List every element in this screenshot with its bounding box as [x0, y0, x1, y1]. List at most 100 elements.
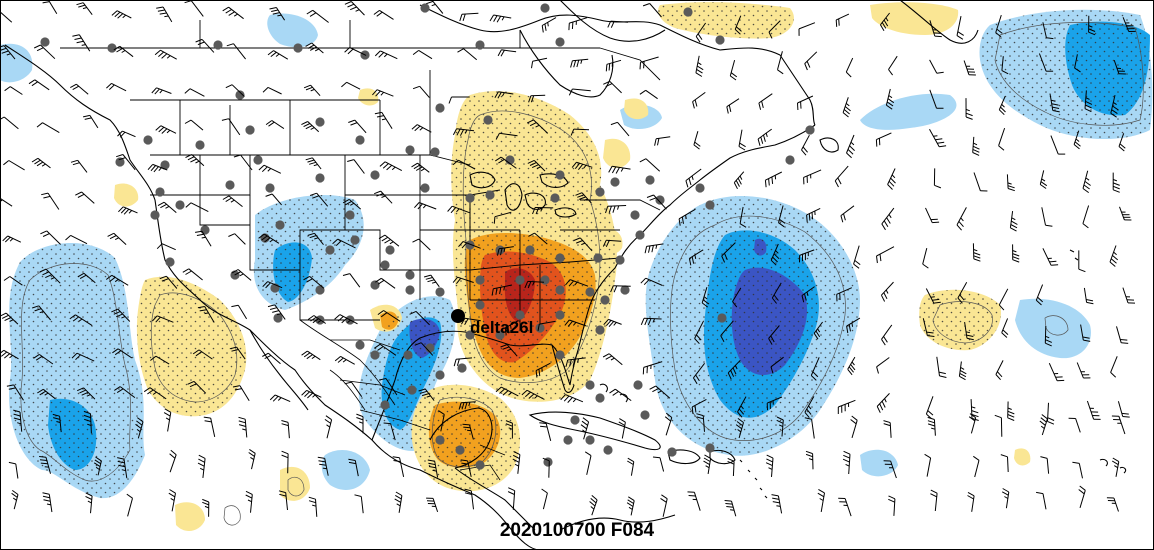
wind-barb: [846, 134, 855, 159]
wind-barb: [925, 288, 941, 304]
wind-barb: [33, 353, 54, 365]
wind-barb: [605, 59, 622, 72]
wind-barb: [229, 346, 246, 360]
station-dot: [555, 310, 565, 320]
wind-barb: [967, 491, 975, 512]
station-dots: [40, 3, 815, 470]
wind-barb: [65, 234, 88, 245]
wind-barb: [605, 205, 627, 214]
wind-barb: [497, 246, 514, 256]
wind-barb: [610, 121, 630, 137]
station-dot: [515, 275, 525, 285]
wind-barb: [929, 129, 947, 148]
wind-barb: [1088, 15, 1096, 36]
wind-barb: [411, 162, 430, 173]
wind-barb: [354, 494, 364, 514]
wind-barb: [37, 388, 56, 400]
wind-barb: [258, 164, 282, 174]
wind-barb: [535, 362, 551, 378]
wind-barb: [654, 136, 671, 146]
wind-barb: [1050, 135, 1066, 155]
station-dot: [430, 147, 440, 157]
wind-barb: [1000, 454, 1009, 473]
wind-barb: [837, 399, 856, 414]
wind-barb: [373, 9, 394, 20]
west-coastline: [4, 44, 541, 550]
wind-barb: [69, 314, 93, 326]
wind-barb: [307, 315, 326, 324]
wind-barb: [1084, 90, 1093, 113]
wind-barb: [570, 128, 590, 136]
wind-barb: [159, 275, 178, 289]
wind-barb: [1009, 211, 1018, 232]
gulf-coastline: [371, 124, 816, 441]
wind-barb: [150, 355, 170, 365]
wind-barb: [640, 317, 662, 326]
wind-barb: [930, 489, 938, 512]
wind-barb: [1078, 250, 1086, 273]
station-dot: [315, 117, 325, 127]
wind-barb: [727, 457, 735, 477]
wind-barb: [1122, 287, 1136, 304]
wind-barb: [846, 317, 861, 334]
wind-barb: [512, 451, 521, 474]
wind-barb: [334, 355, 355, 365]
mexico-borders: [299, 319, 506, 481]
anomaly-contours: [20, 22, 1144, 526]
wind-barb: [727, 359, 741, 380]
wind-barb: [184, 88, 205, 97]
wind-barb: [1113, 59, 1126, 75]
wind-barb: [603, 80, 622, 94]
wind-barb: [804, 417, 815, 439]
wind-barb: [642, 361, 663, 375]
wind-barb: [768, 20, 781, 39]
wind-barb: [875, 132, 892, 147]
wind-barb: [426, 497, 439, 513]
wind-barb: [500, 344, 518, 357]
wind-barb: [76, 387, 96, 400]
wind-barb: [332, 238, 356, 249]
station-dot: [370, 170, 380, 180]
wind-barb: [3, 276, 23, 286]
wind-barb: [344, 381, 363, 397]
station-dot: [455, 445, 465, 455]
wind-barb: [1040, 456, 1050, 474]
wind-barb: [111, 10, 132, 19]
wind-barb: [113, 45, 134, 58]
wind-barb: [452, 276, 474, 285]
wind-barb: [83, 410, 92, 434]
wind-barb: [565, 279, 589, 287]
wind-barb: [847, 356, 856, 376]
wind-barb: [147, 163, 168, 173]
wind-barb: [168, 489, 176, 512]
wind-barb: [1082, 170, 1091, 194]
wind-barb: [154, 49, 177, 60]
station-dot: [620, 285, 630, 295]
wind-barb: [394, 491, 403, 513]
wind-barb: [6, 384, 24, 401]
wind-barb: [85, 492, 93, 514]
station-dot: [635, 230, 645, 240]
station-dot: [603, 445, 613, 455]
wind-barb: [192, 349, 213, 360]
wind-barb: [309, 192, 329, 207]
station-dot: [435, 103, 445, 113]
wind-barb: [414, 342, 434, 356]
wind-barb: [1047, 402, 1055, 425]
wind-barb: [107, 232, 127, 245]
station-dot: [555, 170, 565, 180]
wind-barb: [40, 0, 58, 15]
wind-barb: [801, 286, 815, 303]
station-dot: [630, 210, 640, 220]
wind-barb: [42, 492, 53, 513]
wind-barb: [1035, 284, 1044, 306]
wind-barb: [348, 119, 367, 134]
wind-barb: [412, 238, 431, 251]
wind-barb: [156, 6, 173, 23]
wind-barb: [495, 386, 519, 397]
wind-barb: [531, 57, 548, 69]
wind-barb: [374, 190, 393, 204]
station-dot: [633, 380, 643, 390]
station-dot: [355, 340, 365, 350]
wind-barb: [642, 3, 662, 18]
